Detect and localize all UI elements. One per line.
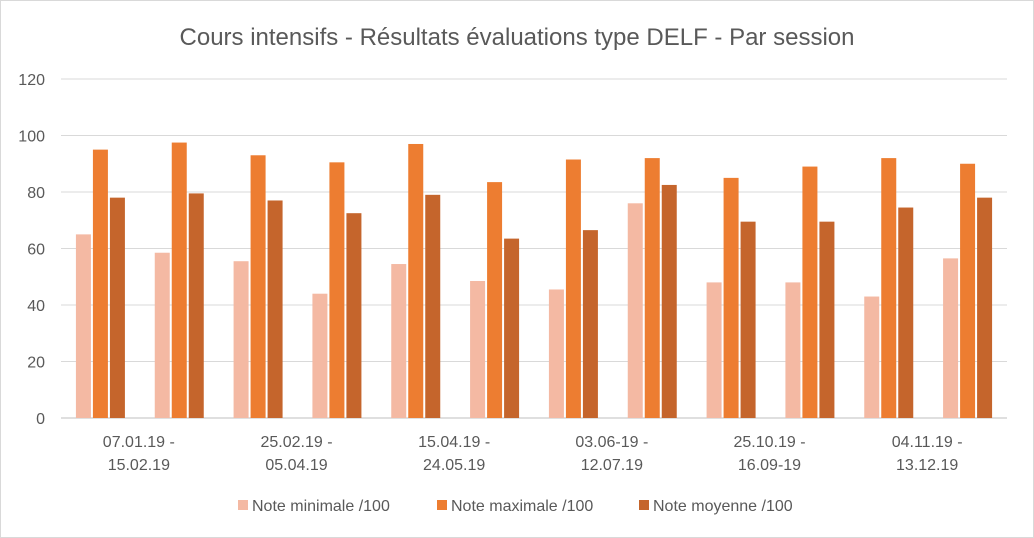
y-tick-label: 20 xyxy=(27,355,45,372)
x-tick-label: 03.06-19 - xyxy=(575,434,648,451)
y-axis-ticks: 0 20 40 60 80 100 120 xyxy=(18,72,45,428)
bar-series-2-cat-3 xyxy=(346,213,362,418)
bar-series-0-cat-8 xyxy=(706,282,722,418)
bar-series-1-cat-1 xyxy=(171,142,187,418)
bar-series-0-cat-4 xyxy=(391,264,407,418)
bar-series-0-cat-3 xyxy=(312,293,328,418)
bar-series-2-cat-4 xyxy=(425,194,441,418)
bar-series-1-cat-7 xyxy=(644,158,660,418)
bar-series-0-cat-11 xyxy=(943,258,959,418)
bar-series-2-cat-5 xyxy=(504,238,520,418)
x-tick-label: 12.07.19 xyxy=(581,457,643,474)
y-tick-label: 40 xyxy=(27,298,45,315)
x-tick-label: 15.04.19 - xyxy=(418,434,490,451)
bar-series-2-cat-2 xyxy=(267,200,283,418)
bar-series-1-cat-5 xyxy=(487,182,503,418)
x-tick-label: 24.05.19 xyxy=(423,457,485,474)
legend-swatch xyxy=(639,500,649,510)
bar-series-1-cat-11 xyxy=(960,163,976,418)
bar-series-1-cat-6 xyxy=(565,159,581,418)
bar-series-1-cat-2 xyxy=(250,155,266,418)
bar-series-0-cat-9 xyxy=(785,282,801,418)
bar-series-2-cat-8 xyxy=(740,221,756,418)
bar-series-2-cat-11 xyxy=(977,197,993,418)
x-tick-label: 25.02.19 - xyxy=(260,434,332,451)
x-axis-ticks: 07.01.19 - 15.02.19 25.02.19 - 05.04.19 15.0… xyxy=(103,434,963,474)
bar-series-0-cat-6 xyxy=(548,289,564,418)
bar-series-0-cat-10 xyxy=(864,296,880,418)
bar-series-2-cat-9 xyxy=(819,221,835,418)
chart-title: Cours intensifs - Résultats évaluations … xyxy=(180,24,855,51)
bar-series-0-cat-2 xyxy=(233,261,249,418)
gridlines xyxy=(61,78,1007,419)
bar-series-1-cat-3 xyxy=(329,162,345,418)
bar-series-1-cat-0 xyxy=(92,149,108,418)
x-tick-label: 07.01.19 - xyxy=(103,434,175,451)
bar-series-1-cat-4 xyxy=(408,143,424,418)
bar-series-0-cat-5 xyxy=(470,280,486,418)
legend-label: Note minimale /100 xyxy=(252,498,390,515)
bar-series-0-cat-0 xyxy=(75,234,91,418)
x-tick-label: 05.04.19 xyxy=(265,457,327,474)
y-tick-label: 120 xyxy=(18,72,45,89)
legend-label: Note moyenne /100 xyxy=(653,498,793,515)
bar-series-2-cat-1 xyxy=(188,193,204,418)
y-tick-label: 80 xyxy=(27,185,45,202)
y-tick-label: 0 xyxy=(36,411,45,428)
bar-series-1-cat-8 xyxy=(723,177,739,418)
bar-series-2-cat-7 xyxy=(661,184,677,418)
y-tick-label: 100 xyxy=(18,129,45,146)
legend-label: Note maximale /100 xyxy=(451,498,593,515)
bar-series-2-cat-6 xyxy=(582,230,598,418)
bars xyxy=(75,142,993,418)
bar-series-1-cat-10 xyxy=(881,158,897,418)
x-tick-label: 16.09-19 xyxy=(738,457,801,474)
legend-swatch xyxy=(238,500,248,510)
legend-swatch xyxy=(437,500,447,510)
x-tick-label: 15.02.19 xyxy=(108,457,170,474)
bar-series-0-cat-7 xyxy=(627,203,643,418)
legend: Note minimale /100 Note maximale /100 Note… xyxy=(238,498,793,515)
x-tick-label: 13.12.19 xyxy=(896,457,958,474)
bar-series-0-cat-1 xyxy=(154,252,170,418)
bar-series-1-cat-9 xyxy=(802,166,818,418)
bar-series-2-cat-0 xyxy=(109,197,125,418)
x-tick-label: 04.11.19 - xyxy=(892,434,963,451)
x-tick-label: 25.10.19 - xyxy=(733,434,805,451)
y-tick-label: 60 xyxy=(27,242,45,259)
bar-series-2-cat-10 xyxy=(898,207,914,418)
